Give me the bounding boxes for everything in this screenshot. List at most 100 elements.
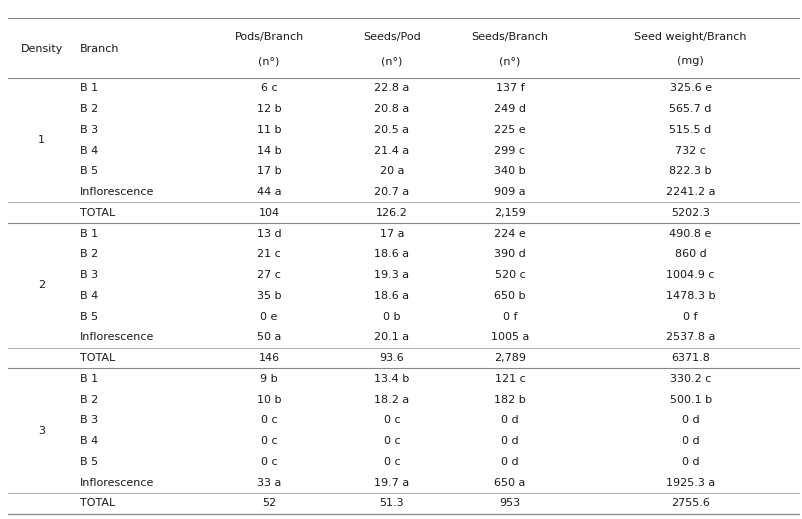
Text: 0 f: 0 f — [502, 311, 516, 322]
Text: 20.8 a: 20.8 a — [374, 104, 409, 114]
Text: B 1: B 1 — [80, 228, 99, 239]
Text: Pods/Branch: Pods/Branch — [234, 32, 303, 42]
Text: B 2: B 2 — [80, 394, 99, 405]
Text: 20.1 a: 20.1 a — [374, 332, 409, 343]
Text: Seed weight/Branch: Seed weight/Branch — [634, 32, 746, 42]
Text: 330.2 c: 330.2 c — [669, 374, 711, 384]
Text: 13.4 b: 13.4 b — [374, 374, 409, 384]
Text: 1478.3 b: 1478.3 b — [665, 291, 715, 301]
Text: 1925.3 a: 1925.3 a — [665, 477, 715, 488]
Text: 22.8 a: 22.8 a — [374, 83, 409, 93]
Text: 650 b: 650 b — [493, 291, 525, 301]
Text: 1004.9 c: 1004.9 c — [666, 270, 714, 280]
Text: 0 c: 0 c — [261, 436, 277, 446]
Text: 146: 146 — [258, 353, 279, 363]
Text: 2,789: 2,789 — [493, 353, 525, 363]
Text: B 2: B 2 — [80, 104, 99, 114]
Text: 20.5 a: 20.5 a — [374, 125, 409, 135]
Text: 11 b: 11 b — [257, 125, 281, 135]
Text: 14 b: 14 b — [257, 145, 281, 156]
Text: Branch: Branch — [80, 44, 119, 54]
Text: 225 e: 225 e — [493, 125, 525, 135]
Text: Inflorescence: Inflorescence — [80, 477, 155, 488]
Text: 50 a: 50 a — [257, 332, 281, 343]
Text: Inflorescence: Inflorescence — [80, 187, 155, 197]
Text: 10 b: 10 b — [257, 394, 281, 405]
Text: B 2: B 2 — [80, 249, 99, 260]
Text: 35 b: 35 b — [257, 291, 281, 301]
Text: 0 d: 0 d — [681, 457, 699, 467]
Text: 2,159: 2,159 — [493, 208, 525, 218]
Text: 0 c: 0 c — [261, 457, 277, 467]
Text: (n°): (n°) — [499, 56, 520, 66]
Text: B 4: B 4 — [80, 436, 99, 446]
Text: 13 d: 13 d — [257, 228, 281, 239]
Text: 0 d: 0 d — [681, 436, 699, 446]
Text: 19.7 a: 19.7 a — [374, 477, 409, 488]
Text: 18.6 a: 18.6 a — [374, 249, 409, 260]
Text: B 1: B 1 — [80, 374, 99, 384]
Text: 2537.8 a: 2537.8 a — [665, 332, 715, 343]
Text: 6 c: 6 c — [261, 83, 277, 93]
Text: Density: Density — [21, 44, 63, 54]
Text: 500.1 b: 500.1 b — [669, 394, 711, 405]
Text: 19.3 a: 19.3 a — [374, 270, 409, 280]
Text: 520 c: 520 c — [494, 270, 525, 280]
Text: 953: 953 — [499, 498, 520, 509]
Text: 44 a: 44 a — [257, 187, 281, 197]
Text: 249 d: 249 d — [493, 104, 525, 114]
Text: 860 d: 860 d — [674, 249, 706, 260]
Text: 0 d: 0 d — [500, 436, 518, 446]
Text: TOTAL: TOTAL — [80, 208, 115, 218]
Text: Inflorescence: Inflorescence — [80, 332, 155, 343]
Text: 490.8 e: 490.8 e — [669, 228, 711, 239]
Text: (n°): (n°) — [381, 56, 402, 66]
Text: B 3: B 3 — [80, 125, 99, 135]
Text: 52: 52 — [261, 498, 276, 509]
Text: 1005 a: 1005 a — [490, 332, 529, 343]
Text: 2241.2 a: 2241.2 a — [665, 187, 715, 197]
Text: 18.6 a: 18.6 a — [374, 291, 409, 301]
Text: 0 d: 0 d — [681, 415, 699, 426]
Text: 0 d: 0 d — [500, 415, 518, 426]
Text: B 1: B 1 — [80, 83, 99, 93]
Text: B 5: B 5 — [80, 166, 99, 176]
Text: 9 b: 9 b — [260, 374, 277, 384]
Text: 2755.6: 2755.6 — [670, 498, 709, 509]
Text: 104: 104 — [258, 208, 279, 218]
Text: 822.3 b: 822.3 b — [669, 166, 711, 176]
Text: 3: 3 — [38, 426, 45, 436]
Text: 0 e: 0 e — [260, 311, 277, 322]
Text: 126.2: 126.2 — [375, 208, 407, 218]
Text: B 5: B 5 — [80, 311, 99, 322]
Text: B 3: B 3 — [80, 270, 99, 280]
Text: Seeds/Pod: Seeds/Pod — [363, 32, 420, 42]
Text: Seeds/Branch: Seeds/Branch — [471, 32, 548, 42]
Text: 732 c: 732 c — [674, 145, 705, 156]
Text: 325.6 e: 325.6 e — [669, 83, 711, 93]
Text: 515.5 d: 515.5 d — [669, 125, 711, 135]
Text: 6371.8: 6371.8 — [670, 353, 709, 363]
Text: 0 c: 0 c — [383, 457, 399, 467]
Text: (mg): (mg) — [676, 56, 703, 66]
Text: B 4: B 4 — [80, 145, 99, 156]
Text: 224 e: 224 e — [493, 228, 525, 239]
Text: 650 a: 650 a — [493, 477, 525, 488]
Text: TOTAL: TOTAL — [80, 353, 115, 363]
Text: 17 a: 17 a — [379, 228, 403, 239]
Text: 12 b: 12 b — [257, 104, 281, 114]
Text: 137 f: 137 f — [495, 83, 524, 93]
Text: 121 c: 121 c — [494, 374, 525, 384]
Text: 2: 2 — [38, 280, 45, 291]
Text: 565.7 d: 565.7 d — [669, 104, 711, 114]
Text: 18.2 a: 18.2 a — [374, 394, 409, 405]
Text: 299 c: 299 c — [494, 145, 525, 156]
Text: B 4: B 4 — [80, 291, 99, 301]
Text: 1: 1 — [38, 135, 45, 145]
Text: TOTAL: TOTAL — [80, 498, 115, 509]
Text: B 3: B 3 — [80, 415, 99, 426]
Text: 0 f: 0 f — [683, 311, 697, 322]
Text: 909 a: 909 a — [493, 187, 525, 197]
Text: 182 b: 182 b — [493, 394, 525, 405]
Text: B 5: B 5 — [80, 457, 99, 467]
